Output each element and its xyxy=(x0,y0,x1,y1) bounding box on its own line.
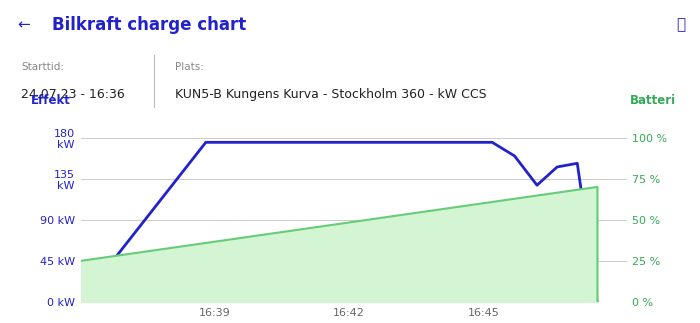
Text: Plats:: Plats: xyxy=(175,62,204,72)
Text: 24.07.23 - 16:36: 24.07.23 - 16:36 xyxy=(21,88,125,101)
Text: Bilkraft charge chart: Bilkraft charge chart xyxy=(52,16,246,34)
Text: Batteri: Batteri xyxy=(629,94,676,107)
Text: KUN5-B Kungens Kurva - Stockholm 360 - kW CCS: KUN5-B Kungens Kurva - Stockholm 360 - k… xyxy=(175,88,486,101)
Text: ←: ← xyxy=(18,17,30,33)
Text: Starttid:: Starttid: xyxy=(21,62,64,72)
Text: ⓘ: ⓘ xyxy=(676,17,685,33)
Text: Effekt: Effekt xyxy=(32,94,71,107)
